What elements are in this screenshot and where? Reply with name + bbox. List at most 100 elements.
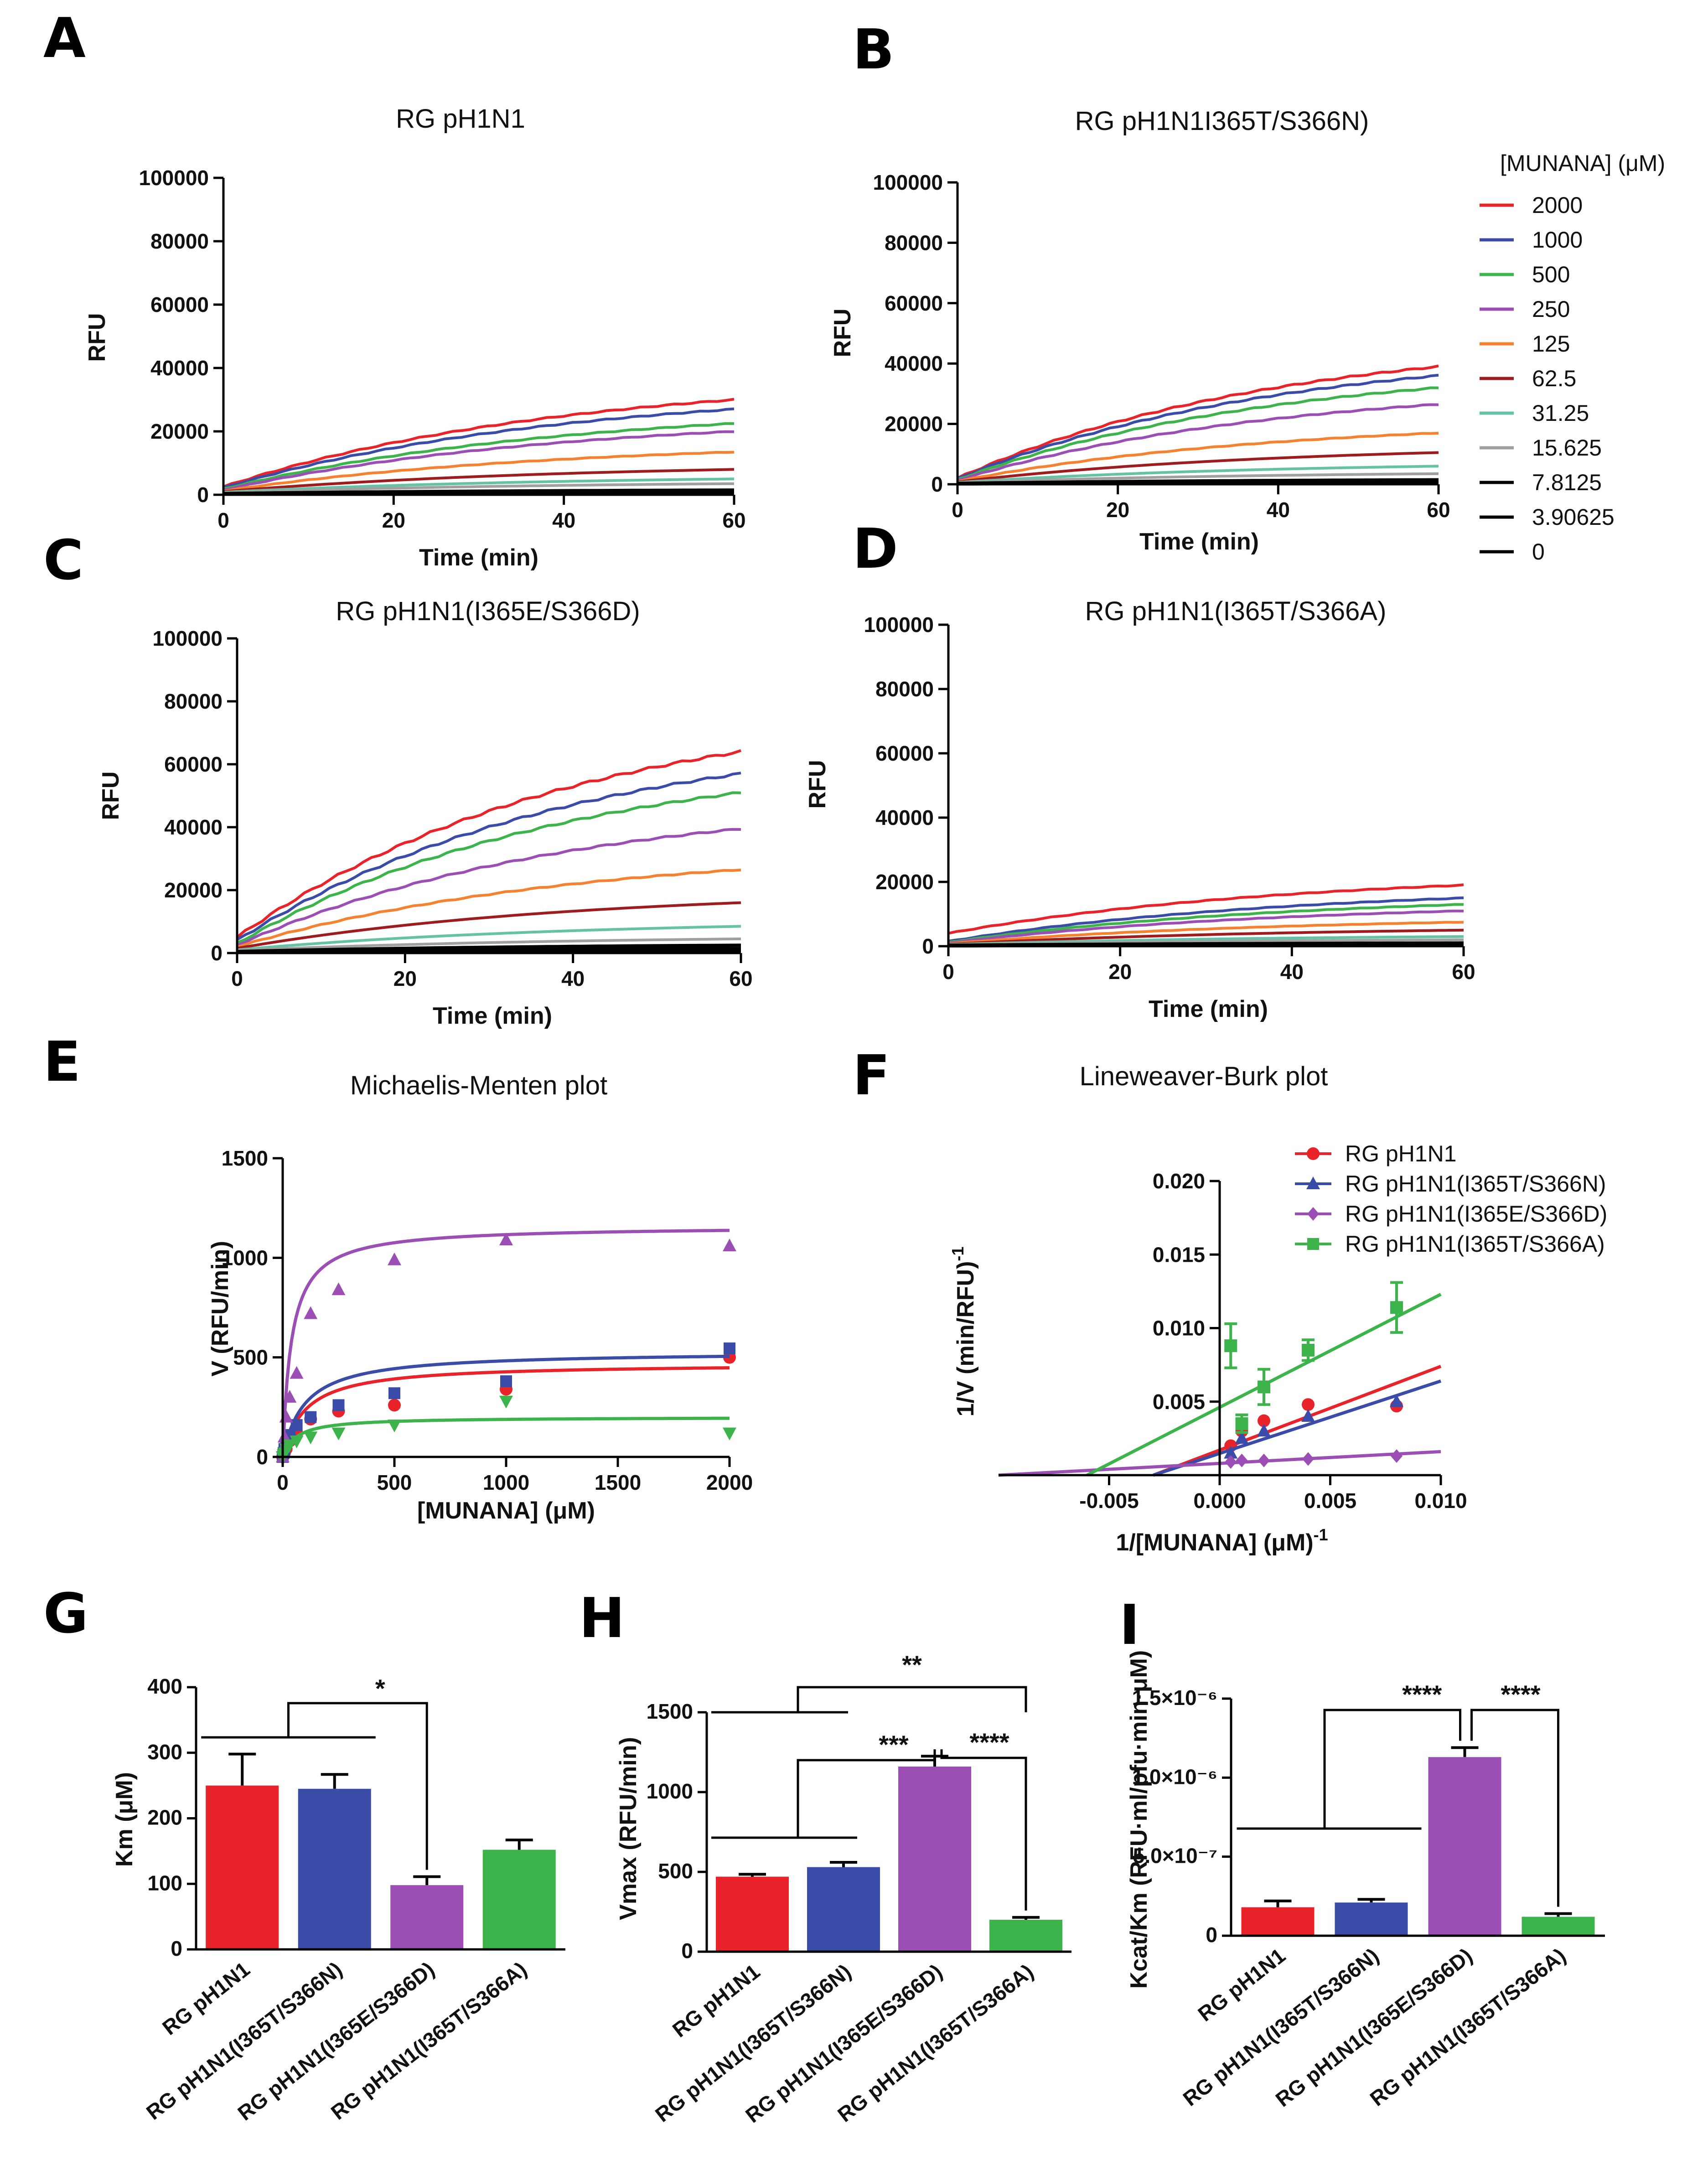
- y-tick-label-g: 400: [147, 1674, 182, 1698]
- y-tick-label-d: 100000: [864, 613, 934, 637]
- bar-h-1: [807, 1867, 880, 1952]
- y-tick-label-f: 0.005: [1153, 1390, 1205, 1414]
- y-axis-label-g: Km (μM): [111, 1772, 138, 1867]
- legend-title: [MUNANA] (μM): [1500, 150, 1665, 176]
- y-tick-label-d: 0: [922, 934, 934, 958]
- series-line-b-7: [957, 472, 1439, 484]
- y-tick-label-c: 20000: [164, 878, 223, 902]
- y-tick-label-b: 80000: [885, 231, 943, 254]
- data-point-e: [290, 1419, 303, 1431]
- x-tick-label-f: 0.010: [1414, 1489, 1467, 1513]
- series-line-b-1: [957, 373, 1439, 480]
- x-tick-label-b: 60: [1427, 498, 1450, 522]
- y-tick-label-c: 80000: [164, 689, 223, 713]
- series-line-c-1: [236, 772, 741, 941]
- series-line-d-5: [948, 928, 1464, 946]
- chart-title-e: Michaelis-Menten plot: [350, 1071, 607, 1100]
- y-tick-label-b: 20000: [885, 412, 943, 436]
- x-tick-label-e: 1000: [483, 1471, 529, 1494]
- panel-letter-b: B: [853, 18, 894, 82]
- x-tick-label-i: RG pH1N1: [1193, 1943, 1289, 2026]
- x-tick-label-c: 0: [231, 967, 243, 990]
- legend-label: 0: [1532, 539, 1545, 565]
- legend-strains: RG pH1N1 RG pH1N1(I365T/S366N) RG pH1N1(I3…: [1295, 1141, 1607, 1257]
- data-point-e: [304, 1306, 318, 1319]
- y-tick-label-g: 300: [147, 1740, 182, 1764]
- legend-label: 15.625: [1532, 435, 1602, 461]
- y-tick-label-f: 0.010: [1153, 1316, 1205, 1340]
- series-line-c-7: [237, 937, 741, 952]
- data-point-f: [1225, 1455, 1237, 1469]
- data-point-e: [304, 1431, 318, 1445]
- chart-title-b: RG pH1N1I365T/S366N): [1075, 106, 1369, 136]
- x-tick-label-f: 0.000: [1193, 1489, 1246, 1513]
- legend-marker-f: [1307, 1238, 1319, 1250]
- bar-g-0: [206, 1785, 279, 1949]
- bar-h-0: [716, 1876, 789, 1952]
- bar-i-3: [1522, 1917, 1595, 1936]
- series-line-d-2: [948, 903, 1464, 943]
- series-line-a-1: [223, 407, 735, 489]
- y-tick-label-i: 5.0×10⁻⁷: [1133, 1844, 1217, 1868]
- y-tick-label-h: 500: [658, 1859, 693, 1883]
- data-point-e: [388, 1252, 401, 1265]
- series-line-a-6: [223, 477, 735, 494]
- data-point-e: [290, 1435, 304, 1449]
- series-line-c-0: [236, 749, 741, 938]
- bar-i-0: [1241, 1907, 1315, 1936]
- y-axis-label-i: Kcat/Km (RFU·ml/pfu·min·μM): [1126, 1650, 1152, 1989]
- x-tick-label-b: 40: [1267, 498, 1290, 522]
- chart-panel-b: RG pH1N1I365T/S366N) 0 20000 40000 60000 8000…: [829, 106, 1450, 555]
- data-point-f: [1224, 1339, 1237, 1352]
- x-axis-label-a: Time (min): [419, 544, 538, 571]
- chart-panel-c: RG pH1N1(I365E/S366D) 0 20000 40000 60000 800…: [98, 596, 753, 1029]
- y-tick-label-f: 0.020: [1153, 1169, 1205, 1193]
- x-axis-label-e: [MUNANA] (μM): [417, 1498, 595, 1524]
- sig-bracket-h-2: [797, 1749, 936, 1838]
- chart-panel-a: RG pH1N1 0 20000 40000 60000 80000 100000 0 20 40…: [84, 104, 746, 571]
- y-tick-label-b: 40000: [885, 352, 943, 375]
- series-line-b-0: [957, 364, 1439, 480]
- chart-title-a: RG pH1N1: [396, 104, 525, 134]
- legend-label-f: RG pH1N1(I365T/S366N): [1345, 1171, 1606, 1197]
- data-point-f: [1391, 1449, 1403, 1463]
- x-tick-label-g: RG pH1N1: [158, 1957, 254, 2040]
- data-point-f: [1301, 1409, 1315, 1422]
- data-point-e: [723, 1427, 736, 1441]
- data-point-e: [332, 1399, 345, 1411]
- data-point-f: [1235, 1431, 1249, 1444]
- panel-letter-a: A: [43, 7, 86, 70]
- legend-label: 250: [1532, 296, 1570, 322]
- series-line-c-2: [236, 791, 741, 944]
- legend-munana: [MUNANA] (μM) 2000 1000 500 250 125 62.5 31.25 1…: [1480, 150, 1665, 565]
- data-point-e: [290, 1366, 304, 1379]
- data-point-f: [1235, 1417, 1248, 1430]
- x-tick-label-e: 2000: [706, 1471, 753, 1494]
- data-point-f: [1258, 1380, 1270, 1394]
- data-point-f: [1236, 1453, 1248, 1467]
- sig-label-h-1: **: [902, 1650, 922, 1679]
- chart-panel-e: Michaelis-Menten plot 0 500 1000 1500 0 500 100…: [207, 1071, 753, 1524]
- x-tick-label-h: RG pH1N1: [668, 1959, 764, 2042]
- y-tick-label-d: 80000: [875, 677, 934, 701]
- legend-label: 1000: [1532, 227, 1583, 253]
- legend-label-f: RG pH1N1(I365T/S366A): [1345, 1231, 1605, 1257]
- data-point-f: [1390, 1394, 1403, 1407]
- x-tick-label-d: 20: [1108, 960, 1132, 984]
- y-axis-label-d: RFU: [804, 760, 831, 809]
- legend-label: 2000: [1532, 192, 1583, 218]
- y-tick-label-i: 1.5×10⁻⁶: [1132, 1686, 1217, 1710]
- series-line-c-3: [237, 828, 741, 947]
- fit-line-f-0: [1153, 1365, 1442, 1477]
- x-tick-label-c: 20: [393, 967, 417, 990]
- x-tick-label-b: 0: [952, 498, 963, 522]
- legend-label: 3.90625: [1532, 504, 1615, 530]
- y-tick-label-i: 1.0×10⁻⁶: [1132, 1765, 1217, 1788]
- data-point-e: [723, 1238, 736, 1252]
- bar-h-2: [898, 1767, 971, 1952]
- x-tick-label-d: 60: [1452, 960, 1475, 984]
- y-tick-label-f: 0.015: [1153, 1243, 1205, 1266]
- y-tick-label-g: 100: [147, 1871, 182, 1895]
